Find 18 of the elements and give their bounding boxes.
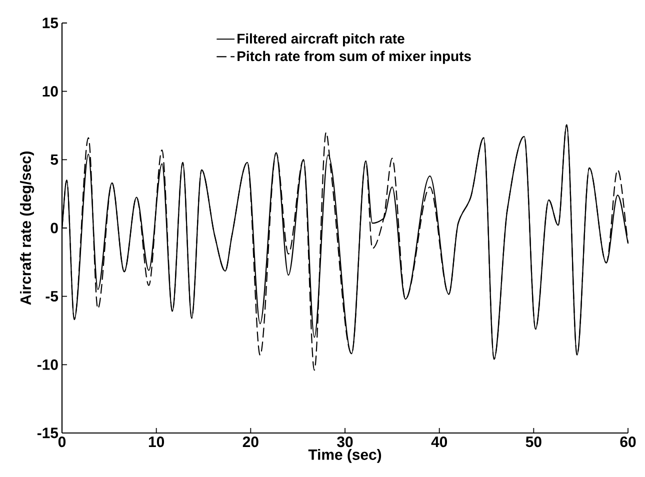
y-tick-label: 0 bbox=[50, 222, 58, 234]
legend-label: Pitch rate from sum of mixer inputs bbox=[238, 50, 471, 64]
x-tick-label: 20 bbox=[242, 436, 258, 448]
y-tick-label: -5 bbox=[46, 291, 58, 302]
x-tick-label: 10 bbox=[148, 436, 164, 448]
x-tick-label: 50 bbox=[526, 436, 542, 448]
y-tick-label: 5 bbox=[50, 154, 58, 165]
y-axis-title: Aircraft rate (deg/sec) bbox=[20, 152, 34, 305]
y-tick-label: 10 bbox=[42, 86, 58, 97]
x-axis-title: Time (sec) bbox=[308, 448, 382, 463]
x-tick-label: 30 bbox=[337, 436, 353, 448]
x-tick-label: 0 bbox=[58, 436, 66, 448]
x-tick-label: 40 bbox=[431, 436, 448, 448]
y-tick-label: -15 bbox=[37, 428, 58, 438]
y-tick-label: -10 bbox=[37, 359, 58, 370]
y-tick-label: 15 bbox=[42, 18, 58, 28]
legend-label: Filtered aircraft pitch rate bbox=[238, 33, 404, 46]
x-tick-label: 60 bbox=[620, 436, 636, 448]
